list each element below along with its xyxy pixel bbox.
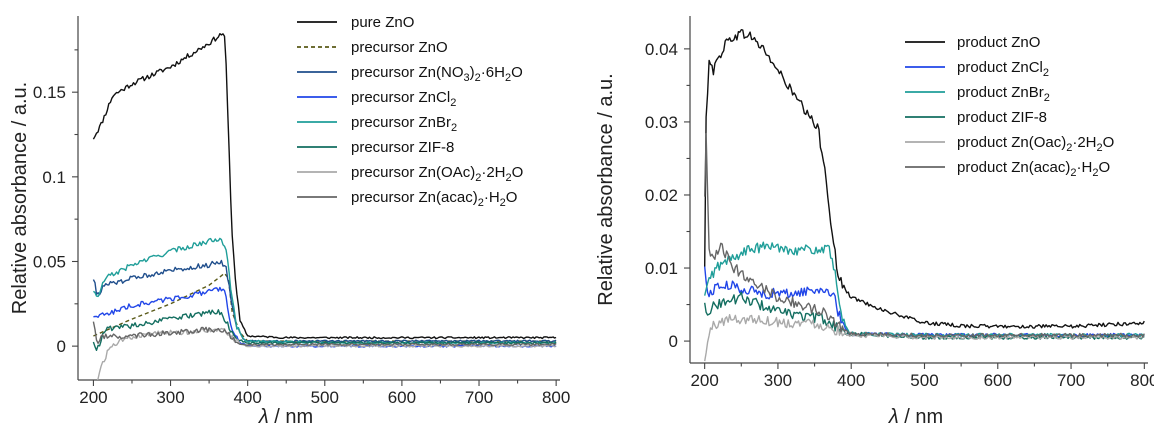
legend-label: precursor ZnBr2 (351, 114, 457, 134)
legend-label: precursor Zn(OAc)2·2H2O (351, 164, 523, 184)
x-tick-label: 600 (984, 371, 1012, 390)
x-tick-label: 600 (388, 388, 416, 407)
x-tick-label: 500 (910, 371, 938, 390)
x-tick-label: 200 (79, 388, 107, 407)
y-tick-label: 0.1 (42, 168, 66, 187)
legend-label: product Zn(Oac)2·2H2O (957, 134, 1114, 154)
series-line (92, 309, 557, 351)
y-tick-label: 0.01 (645, 259, 678, 278)
legend-label: precursor ZIF-8 (351, 139, 454, 156)
series-line (704, 133, 1145, 338)
x-tick-label: 300 (764, 371, 792, 390)
left-chart-panel: 200 300 400 500 600 700 800 0 0.05 0.1 0.15 λ / nm R… (9, 14, 570, 428)
legend-label: precursor ZnO (351, 39, 448, 56)
x-axis-label: λ / nm (888, 406, 943, 428)
y-tick-label: 0.15 (33, 83, 66, 102)
x-tick-label: 400 (837, 371, 865, 390)
y-tick-label: 0.04 (645, 40, 678, 59)
legend-label: product ZIF-8 (957, 109, 1047, 126)
legend-label: precursor Zn(acac)2·H2O (351, 189, 517, 209)
legend-label: precursor Zn(NO3)2·6H2O (351, 64, 523, 84)
plot-area (704, 29, 1145, 362)
x-axis-label: λ / nm (258, 406, 313, 428)
x-tick-label: 400 (233, 388, 261, 407)
x-tick-label: 700 (1057, 371, 1085, 390)
series-line (92, 237, 557, 345)
legend-label: product Zn(acac)2·H2O (957, 159, 1110, 179)
series-line (96, 327, 557, 380)
series-line (92, 33, 557, 340)
plot-area (92, 33, 557, 380)
series-line (92, 321, 557, 346)
series-line (704, 291, 1145, 340)
y-tick-label: 0.02 (645, 186, 678, 205)
y-tick-label: 0.03 (645, 113, 678, 132)
legend-label: precursor ZnCl2 (351, 89, 456, 109)
series-line (92, 259, 557, 343)
right-chart-panel: 200 300 400 500 600 700 800 0 0.01 0.02 0.03 0.04 λ … (595, 16, 1154, 428)
x-tick-label: 200 (690, 371, 718, 390)
y-tick-label: 0 (669, 332, 678, 351)
series-line (704, 29, 1145, 329)
x-tick-label: 700 (465, 388, 493, 407)
y-tick-label: 0 (57, 337, 66, 356)
y-tick-label: 0.05 (33, 252, 66, 271)
legend-label: product ZnBr2 (957, 84, 1050, 104)
legend-label: product ZnO (957, 34, 1040, 51)
x-tick-label: 300 (156, 388, 184, 407)
legend-label: pure ZnO (351, 14, 414, 31)
x-tick-label: 500 (311, 388, 339, 407)
y-axis-label: Relative absorbance / a.u. (9, 82, 31, 314)
legend-label: product ZnCl2 (957, 59, 1049, 79)
y-axis-label: Relative absorbance / a.u. (595, 73, 617, 305)
x-tick-label: 800 (542, 388, 570, 407)
x-tick-label: 800 (1130, 371, 1154, 390)
